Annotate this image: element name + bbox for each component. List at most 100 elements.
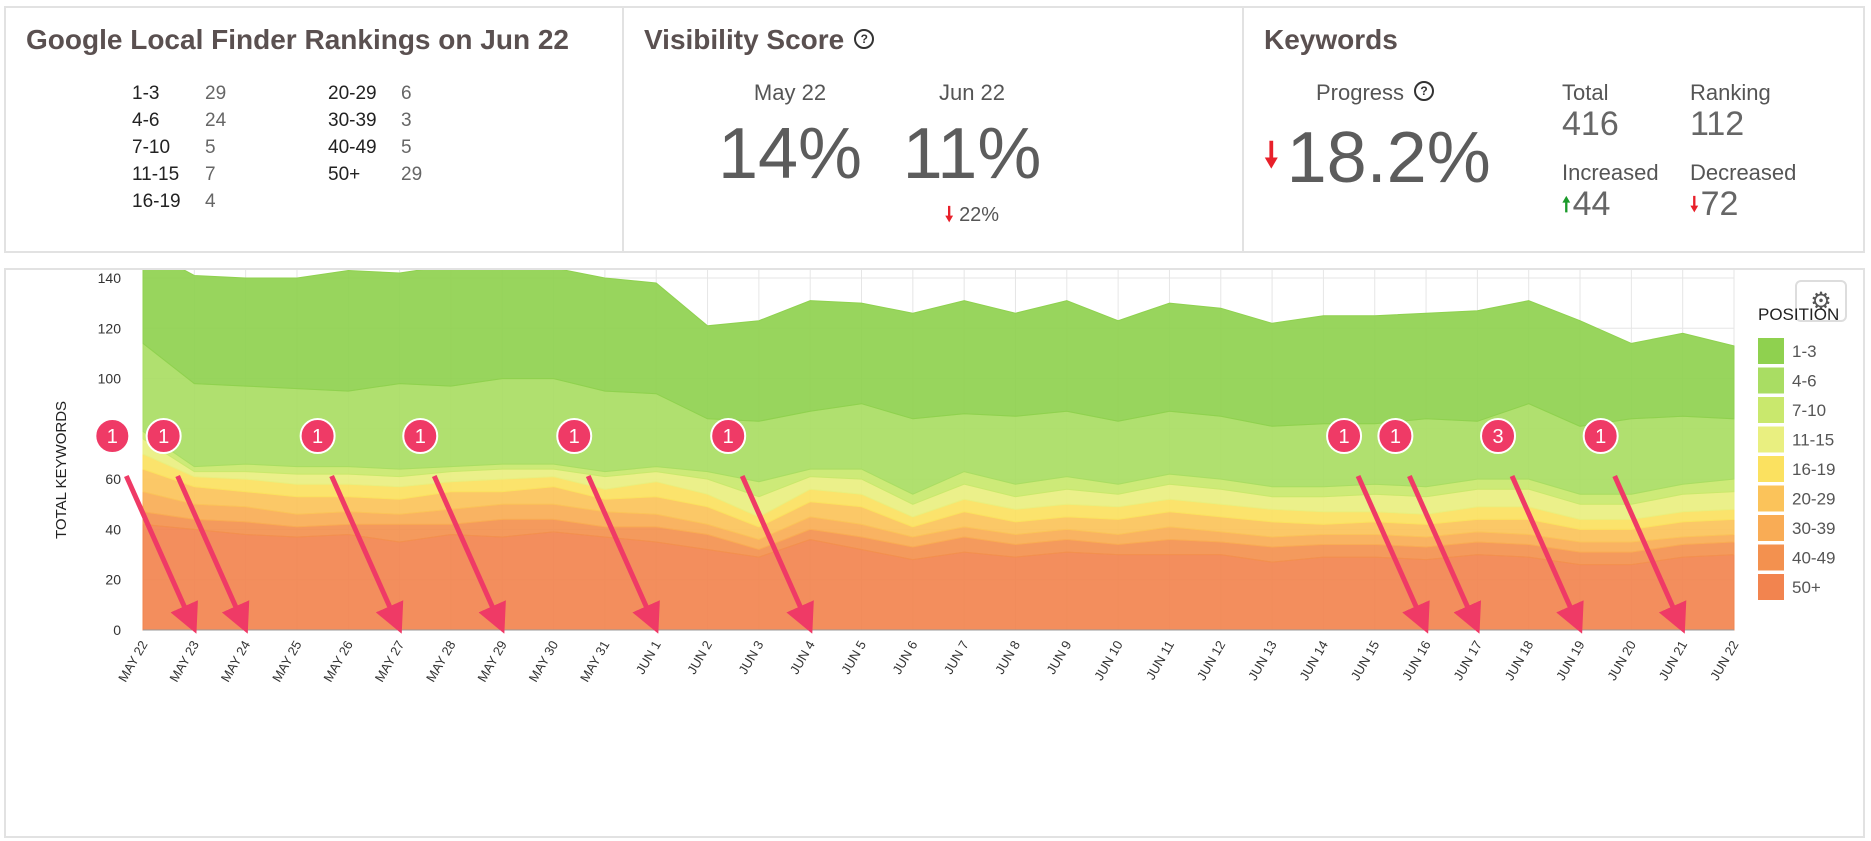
- x-tick-label: JUN 16: [1399, 638, 1434, 683]
- visibility-to-date: Jun 22: [938, 80, 1006, 105]
- x-tick-label: MAY 29: [474, 638, 510, 685]
- visibility-change: 🠗 22%: [872, 200, 1072, 234]
- x-tick-label: JUN 17: [1450, 638, 1485, 683]
- x-tick-label: JUN 20: [1604, 638, 1639, 683]
- increased-label: Increased: [1562, 160, 1659, 185]
- x-tick-label: JUN 22: [1707, 638, 1742, 683]
- y-tick-label: 140: [98, 270, 122, 286]
- rank-row: 30-39 3: [328, 107, 422, 134]
- area-series-1-3: [142, 270, 1735, 427]
- x-tick-label: JUN 10: [1091, 638, 1126, 683]
- x-tick-label: JUN 3: [735, 638, 766, 677]
- keywords-title: Keywords: [1264, 24, 1398, 55]
- x-tick-label: JUN 14: [1296, 638, 1331, 683]
- rank-label: 50+: [328, 164, 361, 185]
- rank-row: 40-49 5: [328, 134, 422, 161]
- decreased-label: Decreased: [1690, 160, 1797, 185]
- rank-label: 7-10: [132, 137, 171, 158]
- visibility-from: May 22 14%: [690, 80, 890, 194]
- progress-value: 🠗 18.2%: [1264, 118, 1491, 203]
- rank-label: 1-3: [132, 83, 160, 104]
- ranking-value: 112: [1690, 105, 1745, 143]
- legend-label: 50+: [1792, 578, 1821, 597]
- rank-count: 7: [205, 164, 216, 185]
- annotation-badge: [1582, 418, 1619, 454]
- annotation-label: 1: [1595, 426, 1606, 448]
- legend-swatch: [1758, 515, 1784, 541]
- settings-button[interactable]: ⚙: [1795, 280, 1847, 322]
- rank-label: 16-19: [132, 191, 181, 212]
- legend-label: 7-10: [1792, 401, 1826, 420]
- rank-count: 5: [401, 137, 412, 158]
- legend-label: 11-15: [1792, 431, 1834, 450]
- rankings-col-2: 20-29 6 30-39 3 40-49 5 50+ 29: [328, 80, 422, 188]
- y-axis-title: TOTAL KEYWORDS: [53, 401, 70, 539]
- legend-swatch: [1758, 544, 1784, 571]
- annotation-arrow: [329, 474, 404, 634]
- decreased-value-text: 72: [1700, 185, 1739, 223]
- x-tick-label: JUN 21: [1656, 638, 1691, 683]
- y-tick-label: 40: [105, 521, 121, 537]
- annotation-label: 1: [312, 426, 323, 448]
- rank-row: 4-6 24: [132, 107, 226, 134]
- annotation-badge: [1326, 418, 1363, 454]
- total-value: 416: [1562, 105, 1619, 143]
- legend-swatch: [1758, 367, 1784, 394]
- legend-swatch: [1758, 574, 1784, 600]
- visibility-title: Visibility Score?: [644, 24, 875, 56]
- x-tick-label: JUN 6: [889, 638, 920, 677]
- legend-title: POSITION: [1758, 305, 1839, 324]
- rank-label: 30-39: [328, 110, 377, 131]
- arrow-down-icon: 🠗: [1690, 194, 1699, 216]
- help-icon[interactable]: ?: [1414, 81, 1435, 102]
- x-tick-label: JUN 15: [1348, 638, 1383, 683]
- visibility-from-value: 14%: [717, 114, 863, 194]
- keywords-card: Keywords Progress? 🠗 18.2% Total 416 Rank…: [1242, 6, 1865, 253]
- visibility-card: Visibility Score? May 22 14% Jun 22 11% …: [622, 6, 1243, 253]
- rank-row: 20-29 6: [328, 80, 422, 107]
- rank-count: 6: [401, 83, 412, 104]
- rankings-title: Google Local Finder Rankings on Jun 22: [26, 24, 569, 55]
- x-tick-label: MAY 22: [115, 638, 151, 685]
- rankings-col-1: 1-3 29 4-6 24 7-10 5 11-15 7 16-19 4: [132, 80, 226, 215]
- increased-value-text: 44: [1572, 185, 1611, 223]
- rank-count: 24: [205, 110, 227, 131]
- x-tick-label: MAY 25: [269, 638, 305, 685]
- x-tick-label: JUN 12: [1194, 638, 1229, 683]
- x-tick-label: JUN 2: [684, 638, 715, 677]
- legend-label: 1-3: [1792, 342, 1817, 361]
- annotation-label: 1: [723, 426, 734, 448]
- rank-count: 3: [401, 110, 412, 131]
- visibility-from-date: May 22: [753, 80, 827, 105]
- annotation-arrow: [1612, 474, 1687, 634]
- legend-swatch: [1758, 456, 1784, 482]
- arrow-up-icon: 🠕: [1562, 194, 1571, 216]
- progress-value-text: 18.2%: [1286, 118, 1491, 198]
- increased-value: 🠕44: [1562, 186, 1659, 227]
- x-tick-label: MAY 27: [372, 638, 408, 685]
- annotation-badge: [94, 418, 131, 454]
- annotation-badge: [556, 418, 593, 454]
- progress-label-text: Progress: [1316, 80, 1405, 105]
- rankings-card: Google Local Finder Rankings on Jun 22 1…: [4, 6, 623, 253]
- rank-row: 11-15 7: [132, 161, 226, 188]
- annotation-arrow: [1509, 474, 1584, 634]
- annotation-label: 3: [1492, 426, 1503, 448]
- annotation-arrow: [175, 474, 250, 634]
- help-icon[interactable]: ?: [854, 28, 875, 49]
- visibility-change-value: 22%: [959, 204, 1000, 226]
- ranking-stat: Ranking 112: [1690, 80, 1771, 142]
- annotation-arrow: [585, 474, 660, 634]
- annotation-arrow: [431, 474, 506, 634]
- annotation-badge: [710, 418, 747, 454]
- rank-count: 29: [401, 164, 423, 185]
- legend-swatch: [1758, 485, 1784, 512]
- annotation-label: 1: [107, 426, 118, 448]
- x-tick-label: MAY 31: [577, 638, 613, 685]
- x-tick-label: JUN 7: [941, 638, 972, 677]
- annotation-label: 1: [569, 426, 580, 448]
- annotation-arrow: [739, 474, 814, 634]
- legend-label: 4-6: [1792, 372, 1817, 391]
- x-tick-label: JUN 11: [1143, 638, 1177, 682]
